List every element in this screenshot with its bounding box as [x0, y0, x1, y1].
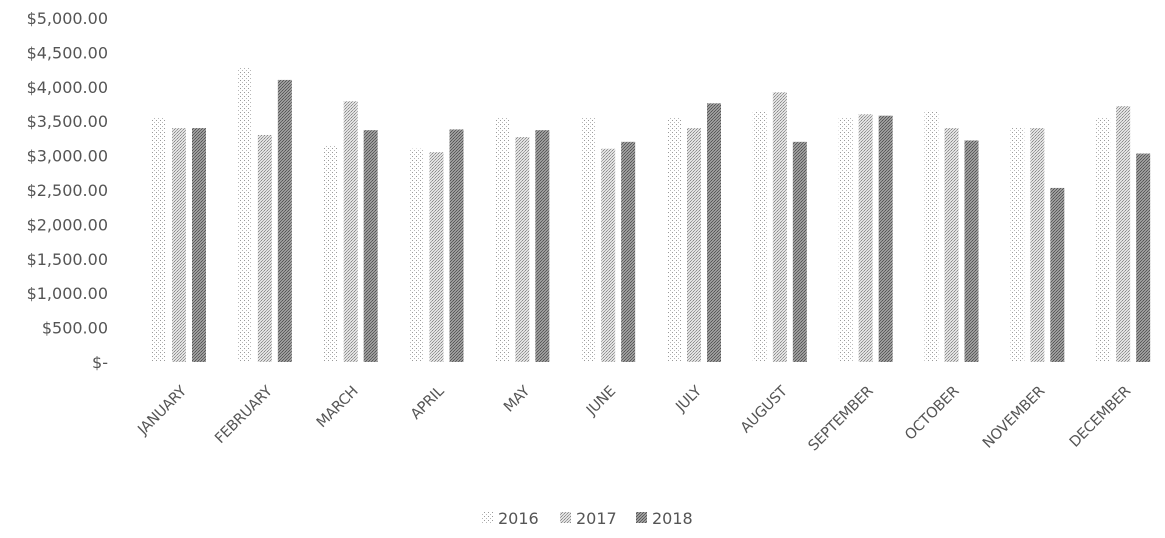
bar-2018-january [192, 128, 206, 362]
bar-2018-april [449, 129, 464, 362]
y-tick-label: $3,500.00 [27, 112, 108, 131]
y-tick-label: $2,500.00 [27, 181, 108, 200]
bar-2018-may [535, 130, 550, 362]
y-tick-label: $2,000.00 [27, 215, 108, 234]
x-tick-label: MARCH [314, 384, 362, 432]
bar-2017-april [429, 152, 444, 362]
bar-2017-may [515, 137, 530, 362]
bar-2017-august [772, 92, 787, 362]
x-tick-label: SEPTEMBER [806, 383, 877, 454]
bar-2017-october [944, 128, 959, 362]
bar-2017-february [257, 134, 272, 362]
bar-2018-october [964, 140, 979, 362]
bar-2016-november [1010, 128, 1025, 362]
bar-2017-september [858, 114, 873, 362]
y-tick-label: $500.00 [42, 319, 108, 338]
y-tick-label: $3,000.00 [27, 147, 108, 166]
legend-swatch-2018 [636, 512, 647, 523]
legend: 2016 2017 2018 [482, 509, 693, 528]
bar-2016-january [152, 117, 166, 362]
y-tick-label: $1,000.00 [27, 284, 108, 303]
bar-2016-may [495, 117, 510, 362]
x-tick-label: DECEMBER [1067, 383, 1134, 450]
bar-2016-april [409, 148, 424, 362]
bar-2016-december [1096, 117, 1111, 362]
bar-2017-january [172, 128, 186, 362]
x-tick-label: JUNE [583, 383, 619, 419]
legend-swatch-2016 [482, 512, 493, 523]
x-tick-label: JANUARY [135, 383, 191, 439]
y-tick-label: $4,000.00 [27, 78, 108, 97]
bar-2016-june [581, 117, 596, 362]
bar-2016-march [323, 145, 338, 362]
x-axis: JANUARY FEBRUARY MARCH APRIL MAY JUNE JULY AUGU… [135, 383, 1135, 454]
bar-2018-december [1136, 153, 1151, 362]
legend-label-2018: 2018 [652, 509, 693, 528]
x-tick-label: OCTOBER [902, 383, 962, 443]
bars [152, 68, 1151, 363]
bar-2016-october [924, 110, 939, 362]
bar-2018-june [621, 141, 636, 362]
y-tick-label: $- [92, 353, 108, 372]
legend-label-2016: 2016 [498, 509, 539, 528]
bar-2017-december [1116, 106, 1131, 363]
bar-2017-july [687, 128, 701, 362]
bar-2016-february [237, 68, 252, 362]
bar-2017-march [343, 101, 358, 363]
x-tick-label: MAY [501, 383, 533, 415]
bar-2018-march [363, 130, 378, 362]
bar-2016-september [838, 117, 853, 363]
bar-2018-february [277, 79, 292, 363]
bar-2018-july [707, 103, 721, 362]
bar-2017-november [1030, 128, 1045, 362]
y-tick-label: $4,500.00 [27, 43, 108, 62]
y-tick-label: $1,500.00 [27, 250, 108, 269]
bar-2016-july [667, 117, 681, 362]
y-tick-label: $5,000.00 [27, 9, 108, 28]
bar-2018-november [1050, 187, 1065, 362]
x-tick-label: NOVEMBER [980, 383, 1048, 451]
x-tick-label: APRIL [408, 383, 447, 422]
y-axis: $- $500.00 $1,000.00 $1,500.00 $2,000.00 $2,5… [27, 9, 108, 372]
legend-swatch-2017 [560, 512, 571, 523]
legend-label-2017: 2017 [576, 509, 617, 528]
bar-2018-september [878, 115, 893, 362]
bar-2016-august [752, 110, 767, 362]
x-tick-label: AUGUST [738, 383, 791, 436]
bar-2018-august [792, 141, 807, 362]
x-tick-label: JULY [673, 383, 706, 416]
x-tick-label: FEBRUARY [212, 383, 276, 447]
bar-2017-june [601, 148, 616, 362]
